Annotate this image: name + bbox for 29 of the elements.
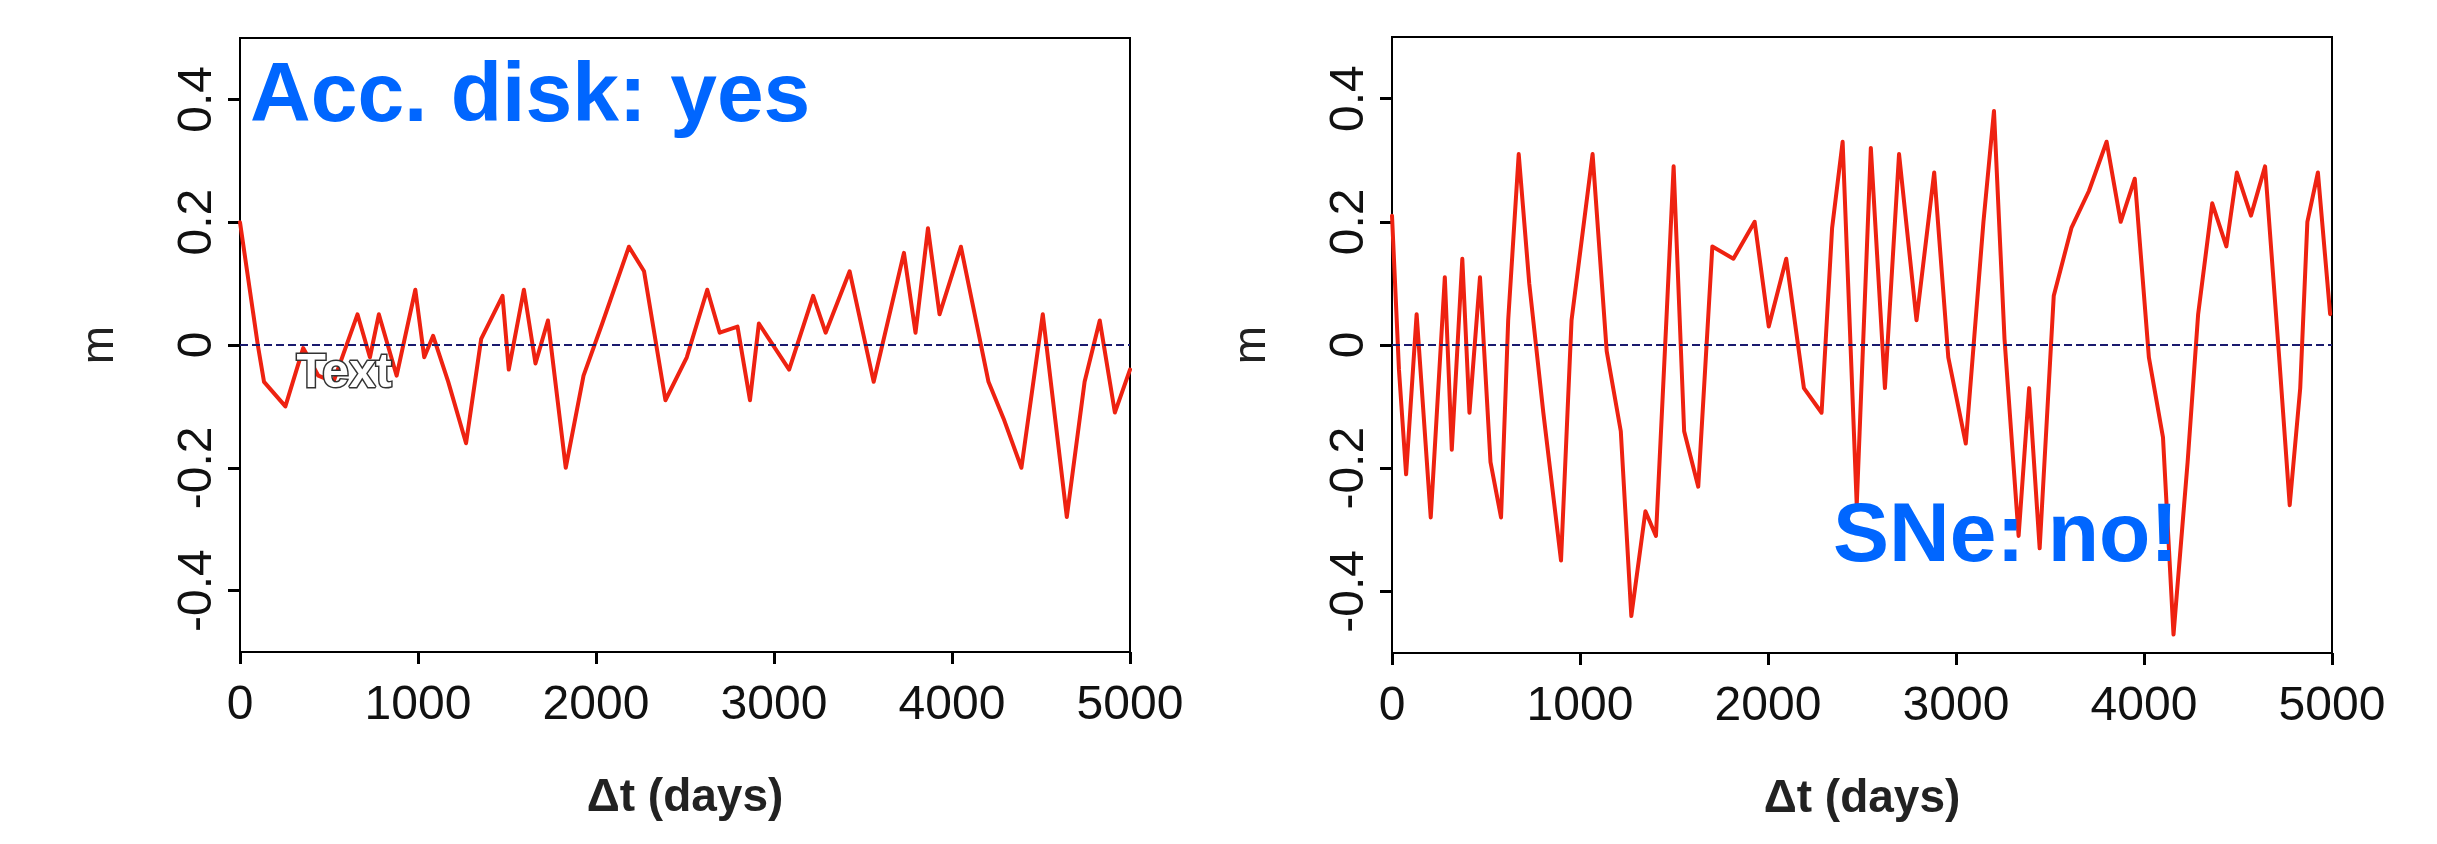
- y-tick-label: 0.2: [1319, 188, 1373, 256]
- x-tick-label: 4000: [2090, 676, 2198, 730]
- y-tick-label: 0.2: [167, 188, 221, 256]
- x-tick-label: 5000: [2278, 676, 2386, 730]
- x-tick-label: 3000: [720, 675, 828, 729]
- annotation: Acc. disk: yes: [250, 45, 811, 139]
- line-series: [1390, 108, 2333, 637]
- x-tick-label: 3000: [1902, 676, 2010, 730]
- y-axis-title: m: [71, 325, 123, 365]
- x-tick-label: 2000: [1714, 676, 1822, 730]
- y-tick-label: 0.4: [167, 66, 221, 133]
- x-tick-label: 4000: [898, 675, 1006, 729]
- y-tick-label: -0.4: [167, 549, 221, 632]
- y-tick-label: -0.4: [1319, 550, 1373, 633]
- x-axis-title: Δt (days): [586, 769, 784, 821]
- x-tick-label: 5000: [1076, 675, 1184, 729]
- line-series: [238, 220, 1132, 519]
- x-tick-label: 0: [1378, 676, 1406, 730]
- y-tick-label: 0: [1319, 331, 1373, 359]
- y-tick-label: 0: [167, 331, 221, 359]
- y-tick-label: 0.4: [1319, 65, 1373, 132]
- y-axis-title: m: [1223, 325, 1275, 365]
- x-tick-label: 0: [226, 675, 254, 729]
- x-tick-label: 1000: [1526, 676, 1634, 730]
- x-tick-label: 1000: [364, 675, 472, 729]
- y-tick-label: -0.2: [167, 426, 221, 510]
- x-axis-title: Δt (days): [1763, 770, 1961, 822]
- x-tick-label: 2000: [542, 675, 650, 729]
- y-tick-label: -0.2: [1319, 426, 1373, 510]
